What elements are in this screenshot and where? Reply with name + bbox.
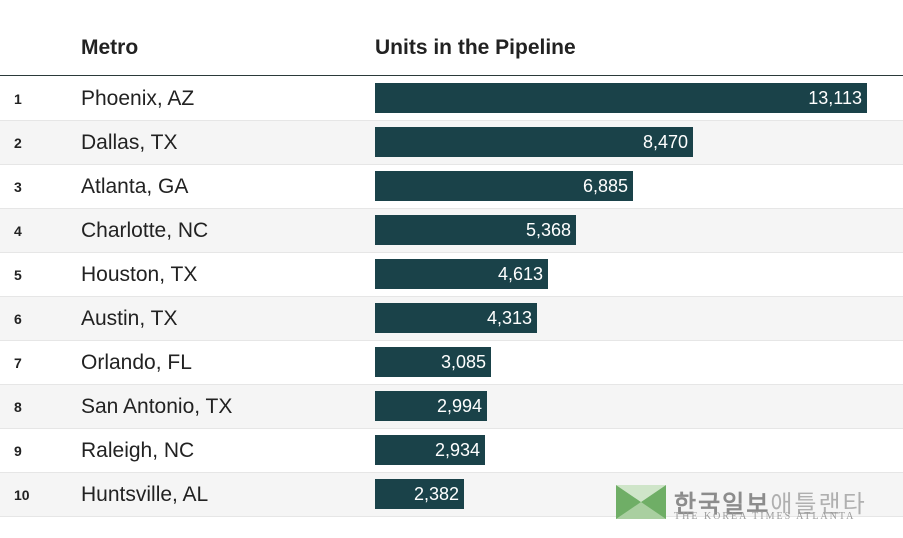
table-row: 4 Charlotte, NC 5,368	[0, 209, 903, 253]
metro-label: Huntsville, AL	[81, 483, 209, 506]
bar-value-label: 2,994	[436, 395, 482, 416]
rank-label: 2	[14, 135, 22, 151]
bar-value-label: 2,934	[434, 439, 480, 460]
logo-mark-icon	[616, 485, 666, 519]
bar: 13,113	[375, 83, 867, 113]
rank-label: 4	[14, 223, 22, 239]
metro-label: Houston, TX	[81, 263, 198, 286]
korea-times-logo: 한국일보애틀랜타 THE KOREA TIMES ATLANTA	[614, 484, 889, 524]
bar: 5,368	[375, 215, 576, 245]
table-row: 3 Atlanta, GA 6,885	[0, 165, 903, 209]
bar-value-label: 2,382	[413, 483, 459, 504]
rank-label: 5	[14, 267, 22, 283]
bar: 6,885	[375, 171, 633, 201]
rank-label: 9	[14, 443, 22, 459]
table-row: 10 Huntsville, AL 2,382	[0, 473, 903, 517]
table-row: 8 San Antonio, TX 2,994	[0, 385, 903, 429]
metro-label: Orlando, FL	[81, 351, 192, 374]
rank-label: 8	[14, 399, 22, 415]
rank-label: 10	[14, 487, 30, 503]
rank-label: 6	[14, 311, 22, 327]
bar: 4,313	[375, 303, 537, 333]
metro-label: Atlanta, GA	[81, 175, 189, 198]
rank-label: 3	[14, 179, 22, 195]
bar-value-label: 13,113	[808, 87, 862, 108]
table-row: 1 Phoenix, AZ 13,113	[0, 77, 903, 121]
table-row: 9 Raleigh, NC 2,934	[0, 429, 903, 473]
bar-value-label: 6,885	[582, 175, 628, 196]
table-header: Metro Units in the Pipeline	[0, 0, 903, 76]
rank-label: 7	[14, 355, 22, 371]
bar: 3,085	[375, 347, 491, 377]
units-column-header: Units in the Pipeline	[375, 36, 576, 59]
rank-label: 1	[14, 91, 22, 107]
metro-label: Phoenix, AZ	[81, 87, 195, 110]
metro-label: Charlotte, NC	[81, 219, 209, 242]
logo-korean-text: 한국일보애틀랜타	[674, 484, 867, 519]
bar-value-label: 4,313	[486, 307, 532, 328]
table-row: 6 Austin, TX 4,313	[0, 297, 903, 341]
bar-value-label: 4,613	[497, 263, 543, 284]
bar: 2,382	[375, 479, 464, 509]
logo-korean-bold: 한국일보	[674, 491, 771, 518]
metro-column-header: Metro	[81, 36, 139, 59]
logo-english-text: THE KOREA TIMES ATLANTA	[674, 511, 856, 522]
table-row: 7 Orlando, FL 3,085	[0, 341, 903, 385]
chart-rows: 1 Phoenix, AZ 13,113 2 Dallas, TX 8,470 3 Atlan…	[0, 77, 903, 517]
table-row: 2 Dallas, TX 8,470	[0, 121, 903, 165]
metro-label: Dallas, TX	[81, 131, 178, 154]
metro-label: Austin, TX	[81, 307, 178, 330]
metro-label: Raleigh, NC	[81, 439, 195, 462]
logo-korean-light: 애틀랜타	[770, 491, 867, 518]
bar: 2,994	[375, 391, 487, 421]
bar-value-label: 5,368	[525, 219, 571, 240]
bar-value-label: 3,085	[440, 351, 486, 372]
bar: 2,934	[375, 435, 485, 465]
bar: 8,470	[375, 127, 693, 157]
bar: 4,613	[375, 259, 548, 289]
bar-value-label: 8,470	[642, 131, 688, 152]
table-row: 5 Houston, TX 4,613	[0, 253, 903, 297]
metro-label: San Antonio, TX	[81, 395, 233, 418]
